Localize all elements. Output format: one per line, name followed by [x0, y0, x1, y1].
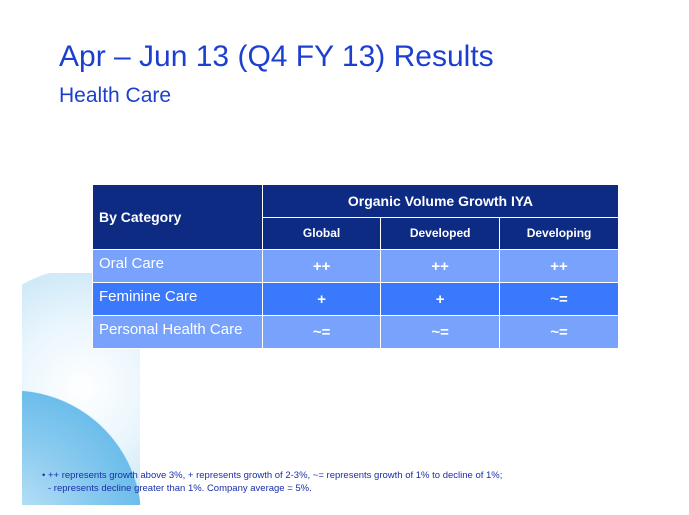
slide-title: Apr – Jun 13 (Q4 FY 13) Results [59, 40, 494, 73]
footnote-line-2: - represents decline greater than 1%. Co… [48, 483, 312, 494]
row-category: Oral Care [92, 249, 263, 283]
cell-value: ~= [499, 282, 619, 316]
table-row: Feminine Care + + ~= [92, 282, 619, 316]
column-header-developing: Developing [499, 216, 619, 250]
cell-value: + [380, 282, 501, 316]
cell-value: ++ [261, 249, 382, 283]
bullet-icon: • [42, 470, 46, 481]
table-row: Personal Health Care ~= ~= ~= [92, 315, 619, 349]
cell-value: + [261, 282, 382, 316]
cell-value: ~= [380, 315, 501, 349]
cell-value: ~= [499, 315, 619, 349]
category-header: By Category [92, 184, 263, 250]
cell-value: ++ [499, 249, 619, 283]
footnote: • ++ represents growth above 3%, + repre… [42, 469, 502, 495]
row-category: Personal Health Care [92, 315, 263, 349]
column-header-global: Global [261, 216, 382, 250]
slide-subtitle: Health Care [59, 84, 172, 107]
growth-table: By Category Organic Volume Growth IYA Gl… [92, 184, 620, 349]
cell-value: ++ [380, 249, 501, 283]
cell-value: ~= [261, 315, 382, 349]
group-header: Organic Volume Growth IYA [261, 184, 620, 218]
table-row: Oral Care ++ ++ ++ [92, 249, 619, 283]
row-category: Feminine Care [92, 282, 263, 316]
footnote-line-1: ++ represents growth above 3%, + represe… [47, 470, 503, 481]
column-header-developed: Developed [380, 216, 501, 250]
